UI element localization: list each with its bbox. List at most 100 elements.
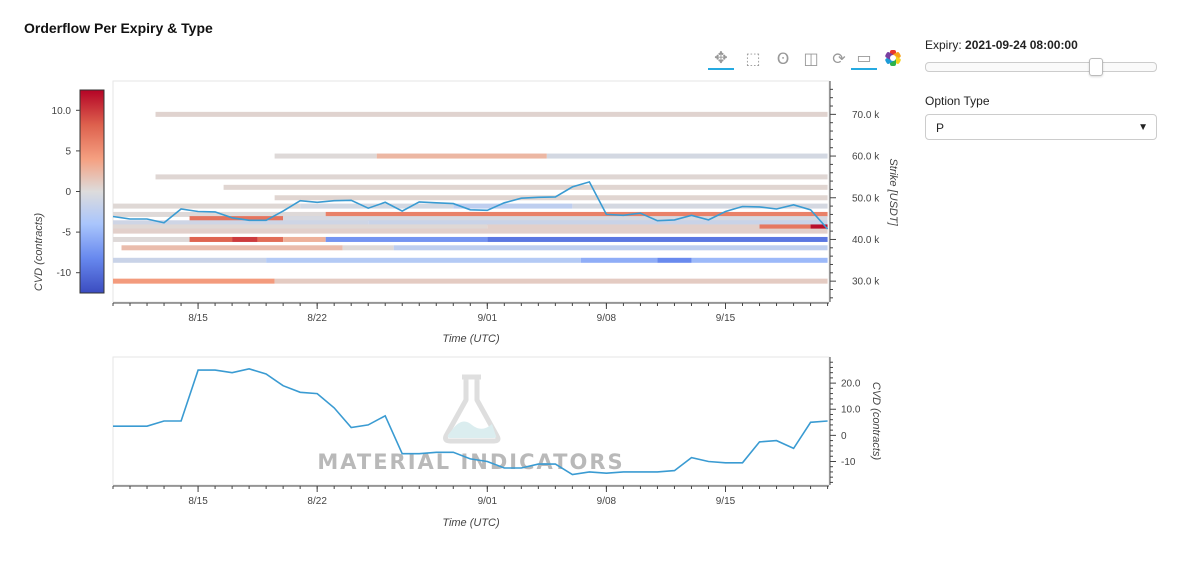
- x-tick-label: 8/22: [307, 496, 327, 507]
- heatmap-cell[interactable]: [376, 153, 547, 159]
- x-tick-label: 9/01: [478, 313, 498, 324]
- heatmap-cell[interactable]: [274, 153, 377, 159]
- x-tick-label: 9/15: [716, 313, 736, 324]
- heatmap-cell[interactable]: [453, 203, 573, 209]
- heatmap-cell[interactable]: [657, 257, 692, 263]
- cvd-y-ticks: 20.0 10.0 0 -10: [830, 361, 861, 483]
- cvd-y-tick-label: 0: [841, 431, 847, 442]
- cvd-panel[interactable]: MATERIAL INDICATORS 20.0 10.0 0 -10 8/15 8/2…: [112, 356, 882, 529]
- heatmap-panel[interactable]: 30.0 k 40.0 k 50.0 k 60.0 k 70.0 k 8/15 8/22 9…: [112, 80, 899, 345]
- page-title: Orderflow Per Expiry & Type: [24, 20, 213, 36]
- plot-toolbar: ✥ ⬚ ʘ ◫ ⟳ ▭: [708, 46, 908, 72]
- heatmap-ylabel: Strike [USDT]: [887, 158, 899, 226]
- heatmap-cell[interactable]: [223, 184, 828, 190]
- heatmap-cell[interactable]: [368, 220, 828, 226]
- colorbar-tick-label: -5: [62, 228, 71, 239]
- heatmap-cell[interactable]: [257, 236, 284, 242]
- cvd-xlabel: Time (UTC): [442, 517, 500, 529]
- watermark-text: MATERIAL INDICATORS: [317, 450, 624, 474]
- heatmap-cell[interactable]: [810, 224, 828, 230]
- heatmap-y-tick-label: 60.0 k: [852, 152, 880, 163]
- bokeh-logo-icon[interactable]: [880, 46, 906, 70]
- expiry-value: 2021-09-24 08:00:00: [965, 38, 1078, 52]
- wheel-zoom-icon[interactable]: ʘ: [776, 48, 790, 68]
- box-zoom-icon[interactable]: ⬚: [745, 48, 761, 68]
- heatmap-y-ticks: 30.0 k 40.0 k 50.0 k 60.0 k 70.0 k: [830, 88, 880, 299]
- pan-icon[interactable]: ✥: [708, 46, 734, 70]
- heatmap-cell[interactable]: [113, 220, 369, 226]
- heatmap-cell[interactable]: [155, 111, 828, 117]
- colorbar-tick-label: 0: [65, 187, 71, 198]
- x-tick-label: 9/08: [597, 313, 617, 324]
- expiry-slider[interactable]: [925, 58, 1157, 76]
- heatmap-y-tick-label: 50.0 k: [852, 193, 880, 204]
- heatmap-cell[interactable]: [393, 245, 828, 251]
- save-icon[interactable]: ◫: [803, 48, 819, 68]
- expiry-label: Expiry: 2021-09-24 08:00:00: [925, 38, 1157, 52]
- heatmap-cell[interactable]: [113, 257, 267, 263]
- heatmap-cell[interactable]: [325, 211, 828, 217]
- heatmap-cell[interactable]: [113, 224, 488, 230]
- option-type-label: Option Type: [925, 94, 990, 108]
- price-line: [112, 180, 829, 230]
- heatmap-cell[interactable]: [113, 236, 190, 242]
- heatmap-cell[interactable]: [113, 211, 326, 217]
- x-tick-label: 8/15: [188, 496, 208, 507]
- heatmap-cell[interactable]: [759, 224, 811, 230]
- x-tick-label: 9/08: [597, 496, 617, 507]
- x-tick-label: 9/15: [716, 496, 736, 507]
- colorbar: 10.0 5 0 -5 -10 CVD (contracts): [33, 89, 105, 294]
- colorbar-label: CVD (contracts): [33, 213, 45, 292]
- option-type-select[interactable]: P ▼: [925, 114, 1157, 140]
- colorbar-tick-label: 10.0: [52, 106, 72, 117]
- heatmap-cell[interactable]: [283, 236, 326, 242]
- heatmap-cell[interactable]: [155, 174, 828, 180]
- x-tick-label: 8/22: [307, 313, 327, 324]
- heatmap-cell[interactable]: [283, 216, 828, 222]
- expiry-slider-handle[interactable]: [1089, 58, 1103, 76]
- heatmap-cell[interactable]: [232, 236, 258, 242]
- heatmap-y-tick-label: 40.0 k: [852, 235, 880, 246]
- heatmap-y-tick-label: 30.0 k: [852, 277, 880, 288]
- heatmap-cell[interactable]: [546, 153, 828, 159]
- heatmap-cell[interactable]: [487, 236, 828, 242]
- heatmap-x-ticks: 8/15 8/22 9/01 9/08 9/15: [112, 303, 829, 324]
- colorbar-ticks: 10.0 5 0 -5 -10: [52, 106, 80, 279]
- x-tick-label: 8/15: [188, 313, 208, 324]
- option-type-value: P: [936, 121, 945, 135]
- controls-panel: Expiry: 2021-09-24 08:00:00 Option Type …: [925, 38, 1157, 140]
- heatmap-frame: [112, 80, 830, 303]
- heatmap-cell[interactable]: [189, 236, 233, 242]
- cvd-y-tick-label: -10: [841, 457, 856, 468]
- cvd-y-tick-label: 20.0: [841, 379, 861, 390]
- cvd-x-ticks: 8/15 8/22 9/01 9/08 9/15: [112, 486, 829, 507]
- reset-icon[interactable]: ⟳: [832, 48, 846, 68]
- chevron-down-icon: ▼: [1138, 122, 1148, 133]
- heatmap-cell[interactable]: [487, 224, 760, 230]
- x-tick-label: 9/01: [478, 496, 498, 507]
- cvd-ylabel: CVD (contracts): [870, 382, 882, 461]
- charts-canvas: 10.0 5 0 -5 -10 CVD (contracts) 30.0 k 40.0 k…: [33, 80, 899, 529]
- heatmap-cell[interactable]: [274, 278, 828, 284]
- heatmap-cell[interactable]: [342, 245, 394, 251]
- heatmap-xlabel: Time (UTC): [442, 333, 500, 345]
- cvd-y-tick-label: 10.0: [841, 405, 861, 416]
- heatmap-cell[interactable]: [572, 203, 828, 209]
- heatmap-cell[interactable]: [121, 245, 343, 251]
- heatmap-cell[interactable]: [691, 257, 828, 263]
- heatmap-cell[interactable]: [266, 257, 581, 263]
- heatmap-cell[interactable]: [113, 278, 275, 284]
- heatmap-y-tick-label: 70.0 k: [852, 110, 880, 121]
- cvd-line: [113, 367, 828, 476]
- hover-icon[interactable]: ▭: [851, 46, 877, 70]
- heatmap-cell[interactable]: [113, 203, 301, 209]
- flask-logo-icon: [443, 374, 501, 444]
- colorbar-tick-label: -10: [57, 268, 72, 279]
- heatmap-cell[interactable]: [325, 236, 488, 242]
- heatmap-cell[interactable]: [300, 203, 454, 209]
- heatmap-cell[interactable]: [113, 228, 828, 234]
- colorbar-tick-label: 5: [65, 146, 71, 157]
- colorbar-ramp: [79, 89, 105, 294]
- expiry-label-text: Expiry:: [925, 38, 962, 52]
- heatmap-cell[interactable]: [580, 257, 658, 263]
